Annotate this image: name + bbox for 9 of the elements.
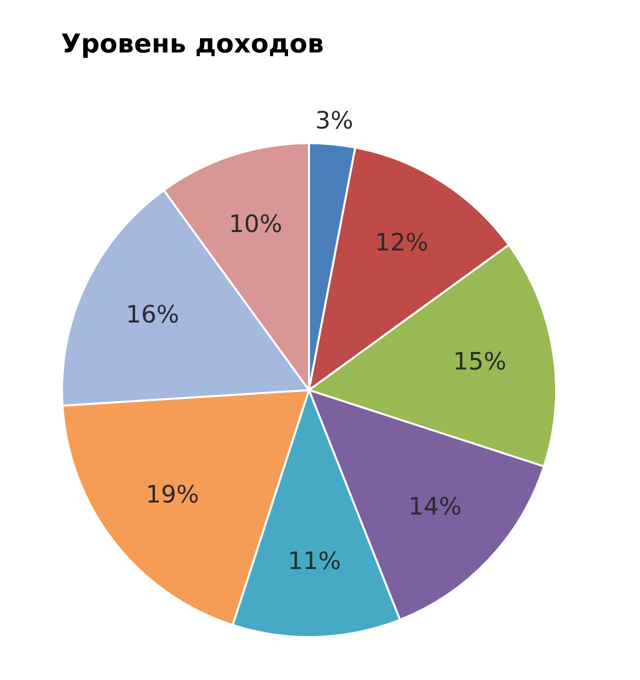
data-label: 16% bbox=[126, 300, 180, 329]
data-label: 14% bbox=[408, 492, 462, 521]
data-label: 3% bbox=[315, 106, 354, 135]
data-label: 19% bbox=[146, 480, 200, 508]
data-label: 11% bbox=[288, 547, 342, 576]
data-label: 12% bbox=[374, 228, 428, 256]
data-label: 15% bbox=[453, 347, 506, 376]
chart-title: Уровень доходов bbox=[61, 29, 324, 60]
data-label: 10% bbox=[228, 210, 282, 238]
